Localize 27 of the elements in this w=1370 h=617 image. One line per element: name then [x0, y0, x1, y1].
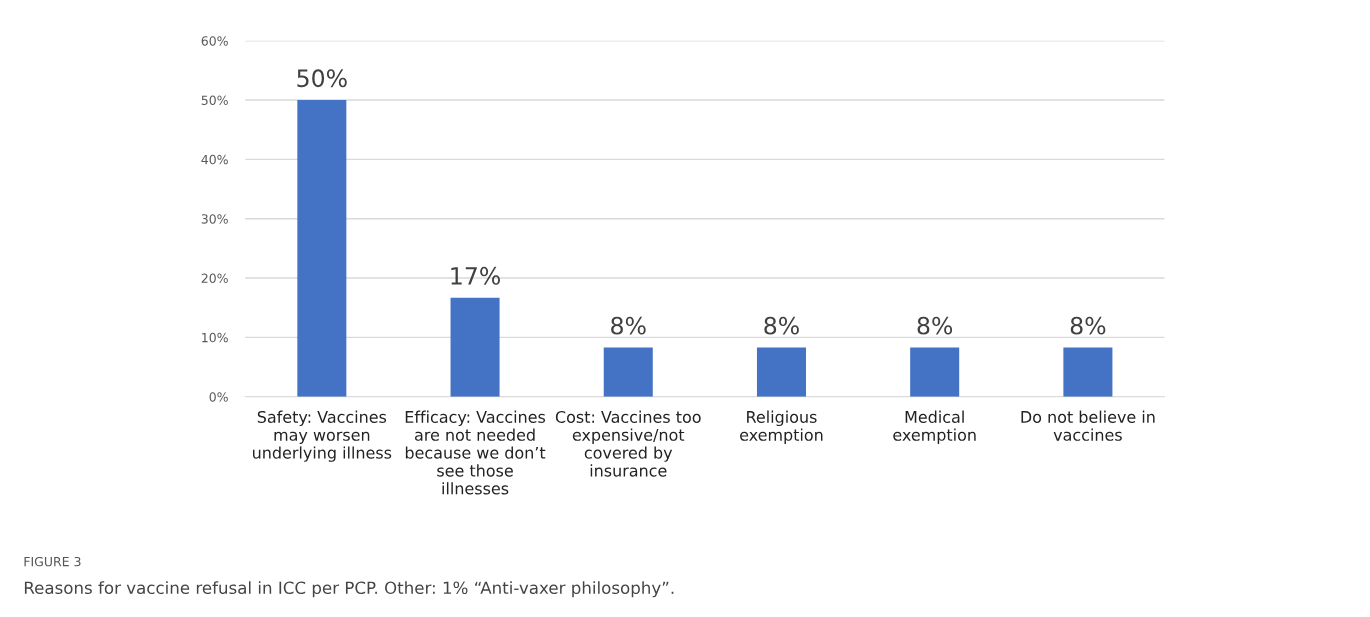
- y-tick-label: 60%: [201, 36, 228, 46]
- x-tick-label: Safety: Vaccines may worsen underlying illness: [253, 410, 392, 462]
- y-tick-label: 50%: [201, 95, 228, 105]
- bar: [756, 347, 806, 397]
- x-tick-label: Efficacy: Vaccines are not needed because we don’t see those illnesses: [405, 410, 546, 495]
- x-tick-label: Do not believe in vaccines: [1021, 410, 1155, 441]
- bar: [603, 347, 653, 397]
- text: Reasons for vaccine refusal in ICC per PCP. Other: 1% “Anti-vaxer philosophy”.: [24, 581, 674, 598]
- data-label: 8%: [1070, 316, 1106, 335]
- data-label: 50%: [297, 69, 347, 88]
- bar: [1063, 347, 1113, 397]
- bar: [297, 100, 347, 397]
- data-label: 8%: [917, 316, 953, 335]
- bar: [450, 297, 500, 397]
- data-label: 8%: [611, 316, 646, 335]
- y-tick-label: 30%: [201, 214, 228, 224]
- bar: [910, 347, 960, 397]
- x-tick-label: Religious exemption: [740, 410, 823, 444]
- caption: FIGURE 3: [24, 556, 81, 567]
- data-label: 8%: [764, 316, 799, 335]
- y-tick-label: 40%: [201, 154, 228, 165]
- y-tick-label: 0%: [209, 392, 228, 402]
- x-tick-label: Cost: Vaccines too expensive/not covered by insurance: [555, 410, 701, 477]
- y-tick-label: 20%: [201, 273, 228, 283]
- x-tick-label: Medical exemption: [893, 410, 976, 444]
- data-label: 17%: [451, 266, 500, 285]
- y-tick-label: 10%: [202, 332, 228, 343]
